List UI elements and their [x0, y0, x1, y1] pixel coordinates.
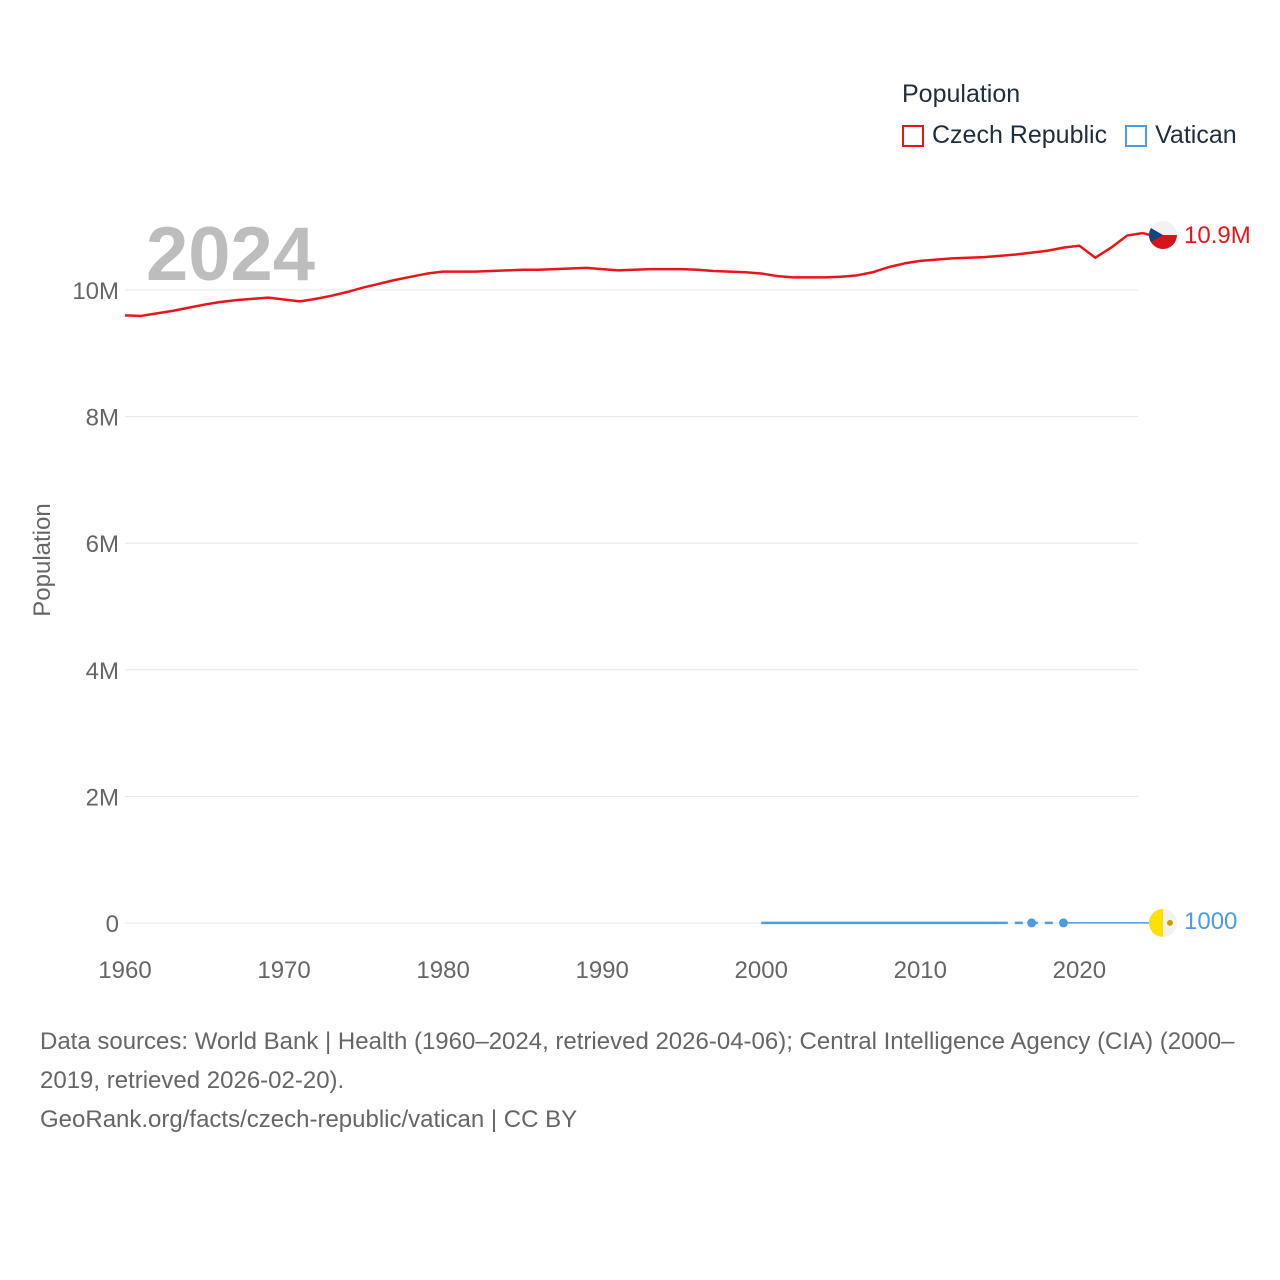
year-label: 2024	[146, 212, 315, 297]
y-tick-label: 8M	[86, 405, 119, 432]
y-tick-label: 0	[106, 911, 119, 938]
y-axis-ticks: 0 2M 4M 6M 8M 10M	[72, 278, 119, 938]
x-axis-ticks: 1960 1970 1980 1990 2000 2010 2020	[98, 957, 1106, 984]
legend-item-vatican[interactable]: Vatican	[1125, 121, 1237, 150]
series-endpoints: 10.9M 1000	[1149, 221, 1251, 937]
x-tick-label: 1990	[575, 957, 628, 984]
y-tick-label: 2M	[86, 784, 119, 811]
x-tick-label: 1980	[416, 957, 469, 984]
legend-swatch-vatican	[1125, 124, 1148, 147]
data-sources: Data sources: World Bank | Health (1960–…	[40, 1028, 1235, 1094]
x-tick-label: 2010	[894, 957, 947, 984]
y-axis-label: Population	[29, 503, 56, 616]
end-label-vatican: 1000	[1184, 908, 1237, 935]
data-point-vatican	[1027, 918, 1037, 928]
vatican-flag-icon	[1149, 908, 1177, 937]
legend-title: Population	[902, 80, 1021, 108]
grid-lines	[125, 289, 1138, 924]
x-tick-label: 2020	[1053, 957, 1106, 984]
footer: Data sources: World Bank | Health (1960–…	[40, 1022, 1250, 1139]
y-tick-label: 10M	[72, 278, 119, 305]
credit-link[interactable]: GeoRank.org/facts/czech-republic/vatican…	[40, 1106, 578, 1133]
legend: Population Czech Republic Vatican	[902, 80, 1255, 150]
series-connector-czech-republic	[1142, 231, 1151, 237]
legend-label-czech-republic: Czech Republic	[932, 121, 1108, 149]
x-tick-label: 1970	[257, 957, 310, 984]
line-chart: 0 2M 4M 6M 8M 10M 1960 1970 1980 1990 2000 2010 202…	[29, 212, 1251, 984]
x-tick-label: 2000	[735, 957, 788, 984]
x-tick-label: 1960	[98, 957, 151, 984]
end-label-czech-republic: 10.9M	[1184, 222, 1251, 249]
series-lines	[124, 231, 1151, 928]
czech-flag-icon	[1149, 221, 1178, 250]
y-tick-label: 4M	[86, 658, 119, 685]
series-line-czech-republic	[124, 231, 1144, 318]
legend-item-czech-republic[interactable]: Czech Republic	[902, 121, 1107, 150]
legend-label-vatican: Vatican	[1155, 121, 1237, 149]
data-point-vatican	[1058, 918, 1068, 928]
y-tick-label: 6M	[86, 531, 119, 558]
legend-swatch-czech-republic	[902, 124, 924, 147]
